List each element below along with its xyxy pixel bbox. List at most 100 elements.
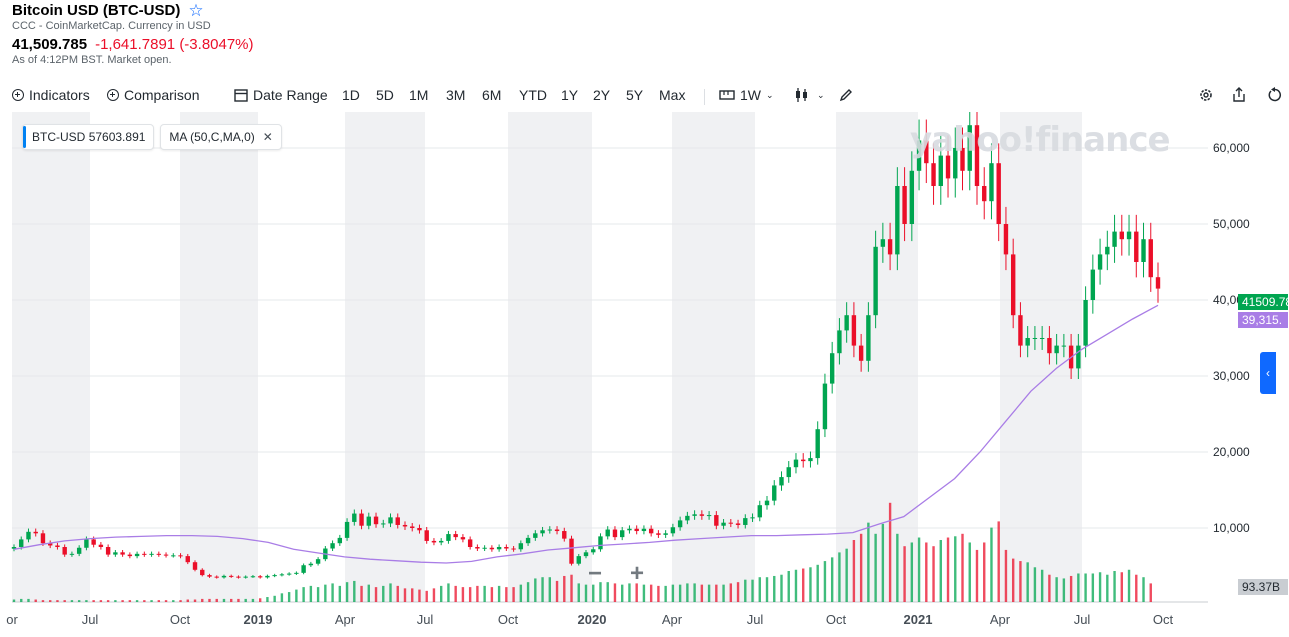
volume-bar [845,548,848,602]
candle-body [294,572,299,574]
volume-bar [1040,569,1044,602]
candle-body [938,155,943,186]
volume-bar [577,583,580,602]
y-tick-label: 30,000 [1213,369,1250,383]
zoom-in-button[interactable]: + [629,560,644,587]
candle-body [402,524,408,527]
quote-header: Bitcoin USD (BTC-USD) ☆ CCC - CoinMarket… [12,2,254,66]
share-button[interactable] [1232,87,1246,103]
comparison-label: Comparison [124,87,200,103]
volume-bar [164,600,168,602]
volume-bar [975,549,979,602]
range-3m[interactable]: 3M [446,87,466,103]
candle-body [786,467,791,478]
range-ytd[interactable]: YTD [519,87,547,103]
watchlist-star-icon[interactable]: ☆ [188,1,204,20]
candle-body [250,576,256,578]
reset-button[interactable] [1267,87,1283,103]
range-5y[interactable]: 5Y [626,87,644,103]
comparison-button[interactable]: Comparison [107,87,199,103]
candle-body [504,547,509,549]
candle-body [19,539,24,547]
expand-panel-button[interactable]: ‹ [1260,352,1276,394]
volume-bar [613,583,617,602]
candle-body [156,553,162,555]
candle-body [511,548,516,550]
candle-body [373,516,379,525]
candle-body [620,530,625,538]
volume-bar [859,533,863,602]
quote-price: 41,509.785 [12,36,88,53]
candle-body [656,533,661,535]
candle-body [496,547,502,550]
candle-body [1018,315,1023,346]
indicators-label: Indicators [29,87,90,103]
range-1d[interactable]: 1D [342,87,360,103]
volume-bar [302,587,305,602]
volume-bar [476,585,479,602]
volume-bar [403,588,407,602]
legend-ma[interactable]: MA (50,C,MA,0) ✕ [160,124,282,150]
x-tick-label: Apr [335,612,356,627]
candle-body [489,547,495,550]
candle-body [837,330,842,354]
range-max[interactable]: Max [659,87,686,103]
ma-price-tag: 39,315. [1238,312,1288,328]
volume-bar [1077,573,1080,602]
range-1m[interactable]: 1M [409,87,429,103]
chart-band [508,112,592,602]
candle-body [178,555,183,557]
volume-bar [201,598,204,602]
candle-body [598,536,603,550]
volume-bar [765,577,769,602]
indicators-button[interactable]: Indicators [12,87,90,103]
legend-symbol[interactable]: BTC-USD 57603.891 [22,124,155,150]
candle-body [866,315,871,361]
candle-body [1054,345,1059,354]
range-6m[interactable]: 6M [482,87,502,103]
legend-symbol-label: BTC-USD [32,130,86,144]
volume-bar [77,600,81,602]
volume-bar [548,577,551,602]
candle-body [200,569,205,576]
candle-body [547,529,552,531]
volume-bar [266,597,269,602]
volume-bar [34,599,37,602]
range-2y[interactable]: 2Y [593,87,611,103]
volume-bar [534,578,537,602]
candle-body [91,539,96,545]
volume-bar [787,571,790,602]
range-5d[interactable]: 5D [376,87,394,103]
chart-type-dropdown[interactable]: ⌄ [794,87,825,103]
candle-body [446,534,451,541]
candle-body [1010,254,1016,316]
candle-body [714,515,719,526]
volume-bar [150,600,153,602]
candle-body [1148,239,1153,278]
candle-body [127,554,133,557]
x-tick-label: 2021 [904,612,933,627]
candle-body [62,547,67,555]
chart-band [180,112,258,602]
interval-dropdown[interactable]: 1W ⌄ [719,87,774,103]
y-tick-label: 20,000 [1213,445,1250,459]
volume-bar [1019,561,1022,602]
range-1y[interactable]: 1Y [561,87,579,103]
close-icon[interactable]: ✕ [262,130,273,144]
candle-body [69,553,75,555]
volume-bar [751,579,754,602]
legend-color-bar [23,126,26,148]
x-tick-label: Apr [990,612,1011,627]
volume-bar [367,584,370,602]
candle-body [272,575,277,577]
candle-body [257,576,263,578]
candle-body [960,148,965,171]
date-range-button[interactable]: Date Range [234,87,328,103]
draw-button[interactable] [838,87,854,103]
volume-bar [830,557,834,602]
settings-button[interactable] [1198,87,1214,103]
candle-body [562,531,567,539]
zoom-out-button[interactable]: − [587,560,602,587]
volume-bar [570,574,573,602]
